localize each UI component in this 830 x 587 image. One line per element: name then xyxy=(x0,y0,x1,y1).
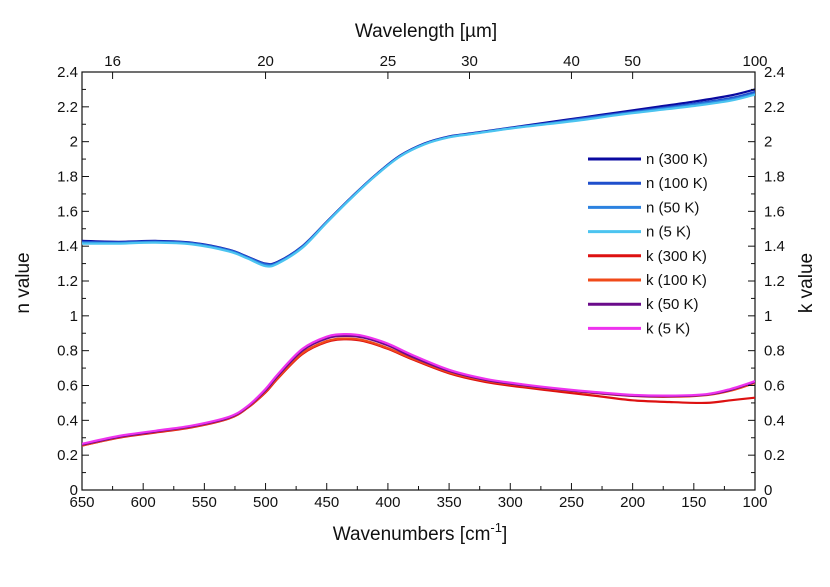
right-axis-title: k value xyxy=(796,253,817,313)
bottom-axis-title: Wavenumbers [cm-1] xyxy=(333,520,508,545)
series-line-4 xyxy=(82,338,755,447)
bottom-axis-title-close: ] xyxy=(502,524,507,545)
y-left-tick-label-3: 0.6 xyxy=(57,378,78,395)
top-tick-label-2: 25 xyxy=(380,53,397,70)
x-tick-label-2: 550 xyxy=(192,494,217,511)
y-left-tick-label-10: 2 xyxy=(70,134,78,151)
x-tick-label-1: 600 xyxy=(131,494,156,511)
y-left-tick-label-7: 1.4 xyxy=(57,238,78,255)
x-tick-label-4: 450 xyxy=(314,494,339,511)
bottom-axis-title-sup: -1 xyxy=(490,520,502,535)
y-right-tick-label-7: 1.4 xyxy=(764,238,785,255)
x-tick-label-7: 300 xyxy=(498,494,523,511)
bottom-axis-title-main: Wavenumbers [cm xyxy=(333,524,491,545)
x-tick-label-0: 650 xyxy=(69,494,94,511)
y-left-tick-label-0: 0 xyxy=(70,482,78,499)
top-tick-label-3: 30 xyxy=(461,53,478,70)
y-right-tick-label-0: 0 xyxy=(764,482,772,499)
legend-label-7: k (5 K) xyxy=(646,320,690,337)
legend-label-2: n (50 K) xyxy=(646,199,699,216)
series-lines xyxy=(82,88,755,447)
top-tick-label-1: 20 xyxy=(257,53,274,70)
x-tick-label-6: 350 xyxy=(437,494,462,511)
y-left-tick-label-5: 1 xyxy=(70,308,78,325)
y-left-tick-label-9: 1.8 xyxy=(57,169,78,186)
top-tick-label-6: 100 xyxy=(742,53,767,70)
x-tick-label-10: 150 xyxy=(681,494,706,511)
legend-label-6: k (50 K) xyxy=(646,296,699,313)
x-tick-label-3: 500 xyxy=(253,494,278,511)
y-right-tick-label-5: 1 xyxy=(764,308,772,325)
legend-label-1: n (100 K) xyxy=(646,175,708,192)
top-tick-label-4: 40 xyxy=(563,53,580,70)
y-right-tick-label-1: 0.2 xyxy=(764,447,785,464)
x-tick-label-5: 400 xyxy=(375,494,400,511)
x-tick-label-11: 100 xyxy=(742,494,767,511)
series-line-6 xyxy=(82,334,755,446)
y-right-tick-label-8: 1.6 xyxy=(764,203,785,220)
y-right-tick-label-9: 1.8 xyxy=(764,169,785,186)
axis-ticks xyxy=(81,71,756,491)
y-right-tick-label-3: 0.6 xyxy=(764,378,785,395)
left-axis-title: n value xyxy=(13,252,34,313)
y-left-tick-label-6: 1.2 xyxy=(57,273,78,290)
y-left-tick-label-4: 0.8 xyxy=(57,343,78,360)
y-left-tick-label-2: 0.4 xyxy=(57,412,78,429)
y-right-tick-label-2: 0.4 xyxy=(764,412,785,429)
y-left-tick-label-8: 1.6 xyxy=(57,203,78,220)
y-right-tick-label-12: 2.4 xyxy=(764,64,785,81)
y-right-tick-label-11: 2.2 xyxy=(764,99,785,116)
top-axis-title: Wavelength [µm] xyxy=(355,21,497,42)
top-tick-label-0: 16 xyxy=(104,53,121,70)
legend-label-5: k (100 K) xyxy=(646,272,707,289)
x-tick-label-8: 250 xyxy=(559,494,584,511)
series-line-3 xyxy=(82,93,755,268)
y-left-tick-label-11: 2.2 xyxy=(57,99,78,116)
y-left-tick-label-1: 0.2 xyxy=(57,447,78,464)
series-line-7 xyxy=(82,332,755,445)
y-right-tick-label-6: 1.2 xyxy=(764,273,785,290)
y-right-tick-label-10: 2 xyxy=(764,134,772,151)
legend-label-3: n (5 K) xyxy=(646,224,691,241)
legend: n (300 K) n (100 K) n (50 K) n (5 K) k (300 … xyxy=(588,151,708,337)
legend-label-0: n (300 K) xyxy=(646,151,708,168)
legend-label-4: k (300 K) xyxy=(646,248,707,265)
top-tick-label-5: 50 xyxy=(624,53,641,70)
x-tick-label-9: 200 xyxy=(620,494,645,511)
y-right-tick-label-4: 0.8 xyxy=(764,343,785,360)
y-left-tick-label-12: 2.4 xyxy=(57,64,78,81)
